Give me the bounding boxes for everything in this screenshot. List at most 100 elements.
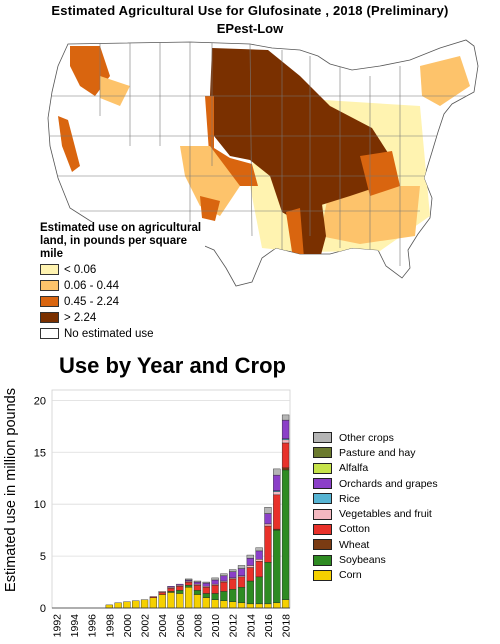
bar-segment — [237, 587, 246, 604]
region-light-northeast — [420, 56, 470, 106]
crop-legend-swatch — [313, 554, 332, 566]
region-high-cornbelt — [210, 48, 390, 222]
bar-segment — [167, 592, 175, 609]
bar-segment — [158, 592, 166, 595]
bar-segment — [184, 578, 193, 581]
bar-segment — [149, 597, 158, 609]
map-subtitle: EPest-Low — [216, 21, 284, 36]
bar-segment — [255, 550, 263, 560]
bar-segment — [176, 593, 184, 609]
crop-legend-label: Soybeans — [339, 554, 386, 567]
bar-segment — [229, 571, 237, 579]
bar-segment — [255, 576, 263, 605]
crop-legend-item: Wheat — [313, 537, 493, 552]
bar-segment — [176, 583, 184, 586]
bar-segment — [264, 525, 272, 563]
bar-segment — [273, 494, 281, 530]
crop-legend-swatch — [313, 447, 332, 459]
legend-item: 0.45 - 2.24 — [40, 294, 205, 309]
bar-segment — [193, 594, 202, 609]
x-tick-label: 2008 — [192, 614, 204, 638]
x-tick-label: 1996 — [87, 614, 99, 638]
crop-legend-swatch — [313, 569, 332, 581]
bar-segment — [229, 589, 237, 602]
bar-segment — [149, 596, 158, 598]
legend-label: < 0.06 — [64, 263, 97, 276]
crop-legend-item: Orchards and grapes — [313, 476, 493, 491]
bar-segment — [281, 439, 290, 444]
bar-segment — [167, 588, 175, 592]
bar-segment — [176, 585, 184, 591]
crop-legend: Other crops Pasture and hay Alfalfa Orchard… — [313, 430, 493, 583]
bar-segment — [237, 602, 246, 609]
plot-area — [51, 389, 291, 609]
crop-legend-swatch — [313, 493, 332, 505]
bar-segment — [246, 565, 254, 568]
crop-legend-swatch — [313, 432, 332, 444]
chart-title: Use by Year and Crop — [58, 353, 286, 378]
x-tick-label: 2014 — [245, 614, 257, 638]
bar-segment — [220, 575, 228, 582]
bar-segment — [237, 565, 246, 569]
bar-segment — [114, 602, 122, 609]
bar-segment — [211, 593, 219, 600]
region-medium-delta — [286, 208, 304, 258]
crop-legend-swatch — [313, 478, 332, 490]
bar-segment — [264, 603, 272, 609]
bar-segment — [273, 602, 281, 609]
bar-segment — [132, 600, 140, 609]
legend-swatch — [40, 312, 59, 323]
x-tick-label: 2006 — [175, 614, 187, 638]
legend-item: 0.06 - 0.44 — [40, 278, 205, 293]
x-tick-label: 2002 — [140, 614, 152, 638]
bar-segment — [264, 523, 272, 527]
x-tick-label: 1994 — [69, 614, 81, 638]
y-tick-label: 0 — [40, 603, 46, 615]
legend-item: < 0.06 — [40, 262, 205, 277]
crop-legend-label: Alfalfa — [339, 462, 369, 475]
bar-segment — [211, 579, 219, 585]
crop-legend-item: Cotton — [313, 522, 493, 537]
crop-legend-swatch — [313, 523, 332, 535]
bar-segment — [167, 585, 175, 588]
crop-legend-label: Wheat — [339, 538, 370, 551]
y-axis-label: Estimated use in million pounds — [3, 388, 19, 592]
region-light-northwest — [100, 76, 130, 106]
legend-title: Estimated use on agricultural land, in p… — [40, 222, 205, 261]
use-by-year-chart: 0 5 10 15 20 1992 1994 1996 1998 2000 2002 2004 2006… — [3, 388, 293, 638]
bar-segment — [246, 554, 254, 559]
bar-segment — [273, 491, 281, 496]
region-light-plains — [180, 146, 240, 216]
bar-segment — [264, 507, 272, 514]
bar-segment — [184, 584, 193, 588]
legend-item: No estimated use — [40, 326, 205, 341]
bar-segment — [193, 590, 202, 595]
bar-segment — [220, 573, 228, 577]
bar-segment — [273, 529, 281, 604]
bar-segment — [255, 559, 263, 562]
bar-segment — [246, 567, 254, 582]
legend-label: 0.45 - 2.24 — [64, 295, 119, 308]
bar-segment — [220, 581, 228, 592]
x-tick-label: 1992 — [51, 614, 63, 638]
x-tick-label: 2010 — [210, 614, 222, 638]
x-tick-label: 2018 — [281, 614, 293, 638]
bar-segment — [158, 594, 166, 609]
bar-segment — [220, 600, 228, 609]
bar-segment — [211, 599, 219, 609]
bar-segment — [202, 582, 210, 587]
legend-label: > 2.24 — [64, 311, 97, 324]
region-medium-california — [58, 116, 80, 172]
bar-segment — [158, 591, 166, 593]
bar-segment — [273, 468, 281, 476]
crop-legend-item: Vegetables and fruit — [313, 506, 493, 521]
bar-segment — [246, 580, 254, 605]
bar-segment — [246, 557, 254, 566]
bar-segment — [273, 474, 281, 491]
stacked-bars — [105, 414, 290, 609]
x-tick-label: 2000 — [122, 614, 134, 638]
crop-legend-swatch — [313, 508, 332, 520]
x-tick-label: 2012 — [228, 614, 240, 638]
bar-segment — [255, 547, 263, 552]
bar-segment — [281, 599, 290, 609]
